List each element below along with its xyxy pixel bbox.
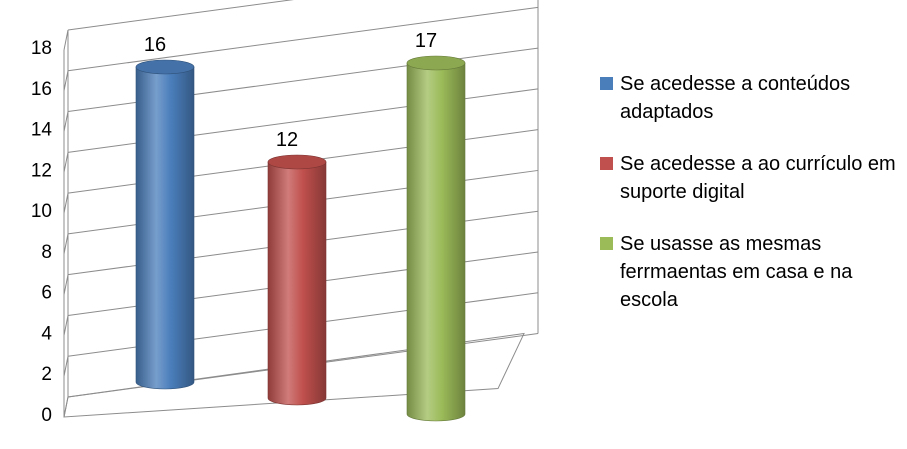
gridline-16: [67, 6, 539, 72]
y-tick-label-0: 0: [41, 405, 52, 426]
y-tick-label-4: 4: [41, 323, 52, 344]
axes: [63, 0, 539, 418]
bars: [135, 55, 466, 422]
legend-label-2: Se acedesse a ao currículo em suporte di…: [620, 153, 896, 203]
gridline-18: [67, 0, 294, 31]
bar-1: [135, 59, 195, 390]
sidewall-line-2: [63, 356, 69, 377]
sidewall-line-4: [63, 315, 69, 336]
bar-top-1: [135, 59, 195, 75]
legend-swatch-2: [600, 157, 613, 170]
bar-top-2: [267, 154, 327, 170]
legend-swatch-1: [600, 77, 613, 90]
y-tick-label-16: 16: [31, 79, 52, 100]
y-tick-label-18: 18: [31, 38, 52, 59]
y-tick-label-6: 6: [41, 283, 52, 304]
data-label-2: 12: [276, 129, 298, 151]
sidewall-line-12: [63, 152, 69, 173]
sidewall-line-10: [63, 193, 69, 214]
bar-2: [267, 154, 327, 406]
sidewall-line-18: [63, 29, 69, 51]
sidewall-line-8: [63, 233, 69, 254]
bar-body-3: [406, 62, 466, 422]
data-label-3: 17: [415, 30, 437, 52]
bar-body-1: [135, 66, 195, 390]
y-tick-label-10: 10: [31, 201, 52, 222]
legend-swatch-3: [600, 237, 613, 250]
bar-top-3: [406, 55, 466, 71]
sidewall-line-16: [63, 70, 69, 91]
legend-item-3: Se usasse as mesmas ferrmaentas em casa …: [598, 230, 898, 314]
legend-label-1: Se acedesse a conteúdos adaptados: [620, 73, 851, 123]
y-tick-label-14: 14: [31, 120, 53, 141]
legend-item-2: Se acedesse a ao currículo em suporte di…: [598, 150, 898, 206]
data-label-1: 16: [144, 34, 166, 56]
y-tick-label-8: 8: [41, 242, 52, 263]
y-tick-label-2: 2: [41, 364, 52, 385]
legend-label-3: Se usasse as mesmas ferrmaentas em casa …: [620, 233, 853, 311]
legend-item-1: Se acedesse a conteúdos adaptados: [598, 70, 898, 126]
bar-body-2: [267, 161, 327, 406]
y-tick-labels: 0 2 4 6 8 10 12 14 16 18: [31, 38, 53, 426]
data-labels: 16 12 17: [144, 30, 437, 151]
sidewall-line-14: [63, 111, 69, 132]
y-tick-label-12: 12: [31, 160, 52, 181]
legend: Se acedesse a conteúdos adaptados Se ace…: [598, 70, 898, 338]
sidewall-line-6: [63, 274, 69, 295]
floor: [63, 332, 525, 418]
bar-3: [406, 55, 466, 422]
